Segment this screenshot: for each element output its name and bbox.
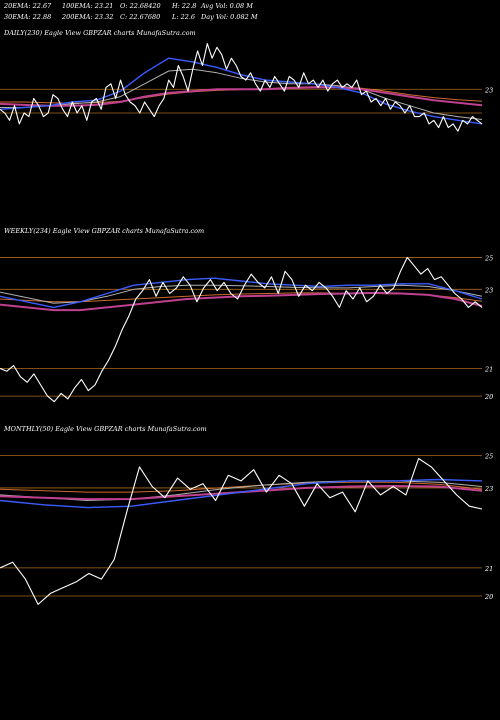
monthly-ema20-line bbox=[0, 478, 483, 509]
header-avg-vol: Avg Vol: 0.08 M bbox=[200, 2, 253, 10]
header-low: L: 22.6 bbox=[171, 13, 195, 21]
header-ema200: 200EMA: 23.32 bbox=[61, 13, 113, 21]
weekly-ema20-line bbox=[0, 277, 483, 309]
header-day-vol: Day Vol: 0.082 M bbox=[200, 13, 258, 21]
monthly-y-tick-label: 20 bbox=[484, 593, 493, 601]
header-ema20: 20EMA: 22.67 bbox=[3, 2, 52, 10]
header-close: C: 22.67680 bbox=[120, 13, 160, 21]
monthly-ema200-line bbox=[0, 481, 483, 493]
daily-y-tick-label: 23 bbox=[484, 86, 493, 94]
weekly-price-line bbox=[0, 256, 483, 403]
monthly-panel-title: MONTHLY(50) Eagle View GBPZAR charts Mun… bbox=[3, 425, 207, 433]
monthly-y-tick-label: 23 bbox=[484, 485, 493, 493]
header-open: O: 22.68420 bbox=[120, 2, 161, 10]
weekly-panel: WEEKLY(234) Eagle View GBPZAR charts Mun… bbox=[0, 227, 493, 403]
daily-price-line bbox=[0, 43, 483, 132]
monthly-guides: 25 23 21 20 bbox=[0, 453, 493, 601]
monthly-panel: MONTHLY(50) Eagle View GBPZAR charts Mun… bbox=[0, 425, 493, 605]
weekly-y-tick-label: 20 bbox=[484, 393, 493, 401]
weekly-lines bbox=[0, 256, 483, 403]
monthly-y-tick-label: 21 bbox=[484, 565, 493, 573]
daily-panel: DAILY(230) Eagle View GBPZAR charts Muna… bbox=[0, 29, 493, 132]
monthly-y-tick-label: 25 bbox=[484, 453, 493, 461]
header-ema100: 100EMA: 23.21 bbox=[62, 2, 113, 10]
weekly-y-tick-label: 23 bbox=[484, 286, 493, 294]
daily-ema30-line bbox=[0, 68, 483, 120]
daily-panel-title: DAILY(230) Eagle View GBPZAR charts Muna… bbox=[3, 29, 196, 37]
daily-lines bbox=[0, 43, 483, 132]
monthly-lines bbox=[0, 457, 483, 605]
daily-ema100-line bbox=[0, 86, 483, 107]
weekly-y-tick-label: 25 bbox=[484, 254, 493, 262]
header-ema30: 30EMA: 22.88 bbox=[4, 13, 51, 21]
weekly-guides: 25 23 21 20 bbox=[0, 254, 493, 401]
monthly-price-line bbox=[0, 457, 483, 605]
weekly-ema100-line bbox=[0, 291, 483, 312]
header: 20EMA: 22.67 100EMA: 23.21 O: 22.68420 H… bbox=[3, 2, 258, 21]
weekly-panel-title: WEEKLY(234) Eagle View GBPZAR charts Mun… bbox=[4, 227, 204, 235]
header-high: H: 22.8 bbox=[171, 2, 196, 10]
weekly-y-tick-label: 21 bbox=[484, 365, 493, 373]
